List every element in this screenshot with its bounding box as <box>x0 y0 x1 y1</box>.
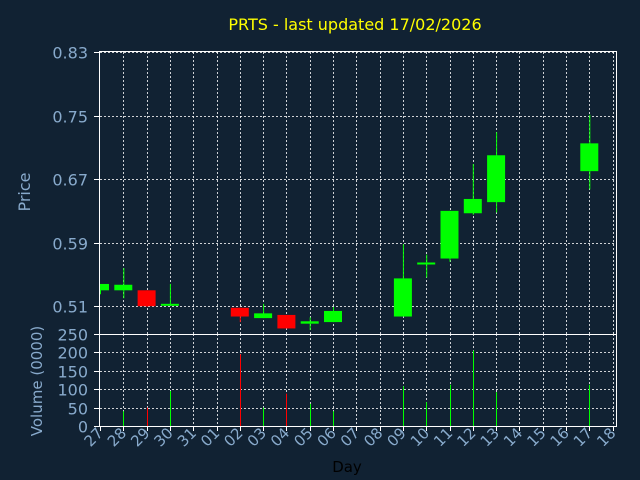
chart-title: PRTS - last updated 17/02/2026 <box>228 15 481 34</box>
candle-03 <box>254 303 273 319</box>
candle-02 <box>230 307 249 323</box>
volume-plot-frame <box>99 334 617 427</box>
candle-17 <box>580 114 599 190</box>
price-axis-label: Price <box>15 172 34 211</box>
volume-y-tick-label: 250 <box>57 326 88 345</box>
volume-y-tick-label: 150 <box>57 363 88 382</box>
candle-28 <box>114 268 133 299</box>
candle-09 <box>393 244 412 317</box>
candle-body <box>393 278 412 317</box>
candle-10 <box>417 254 436 278</box>
price-y-tick-label: 0.83 <box>52 44 88 63</box>
candle-body <box>137 290 156 307</box>
price-y-tick-labels: 0.83 0.75 0.67 0.59 0.51 <box>52 44 100 317</box>
volume-bars <box>123 350 590 426</box>
volume-y-tick-label: 0 <box>78 418 88 437</box>
candle-body <box>440 210 459 259</box>
volume-y-tick-label: 100 <box>57 381 88 400</box>
price-grid <box>100 52 616 334</box>
candle-body <box>277 314 296 329</box>
candle-13 <box>487 132 506 213</box>
price-y-tick-label: 0.59 <box>52 235 88 254</box>
candle-body <box>300 321 319 324</box>
price-candles <box>100 114 599 331</box>
x-tick-labels: 2728293031010203040506070809101112131415… <box>81 424 620 450</box>
candle-body <box>254 313 273 319</box>
candle-06 <box>324 306 342 323</box>
candle-body <box>463 198 482 214</box>
candle-body <box>417 262 436 265</box>
candle-04 <box>277 314 296 329</box>
candle-body <box>160 303 179 306</box>
candle-12 <box>463 164 482 215</box>
candle-body <box>230 307 249 317</box>
candle-body <box>100 283 109 291</box>
x-axis-label: Day <box>332 458 362 476</box>
candle-11 <box>440 210 459 262</box>
candle-body <box>114 284 133 291</box>
price-y-tick-label: 0.67 <box>52 171 88 190</box>
candle-30 <box>160 283 179 306</box>
candle-29 <box>137 290 156 307</box>
candle-05 <box>300 317 319 331</box>
volume-axis-label: Volume (0000) <box>28 326 46 436</box>
candle-body <box>324 310 342 323</box>
candle-body <box>487 155 506 203</box>
candle-body <box>580 143 599 172</box>
price-y-tick-label: 0.51 <box>52 298 88 317</box>
candle-27 <box>100 283 109 295</box>
volume-y-tick-label: 50 <box>68 400 88 419</box>
price-y-tick-label: 0.75 <box>52 108 88 127</box>
volume-y-tick-label: 200 <box>57 344 88 363</box>
